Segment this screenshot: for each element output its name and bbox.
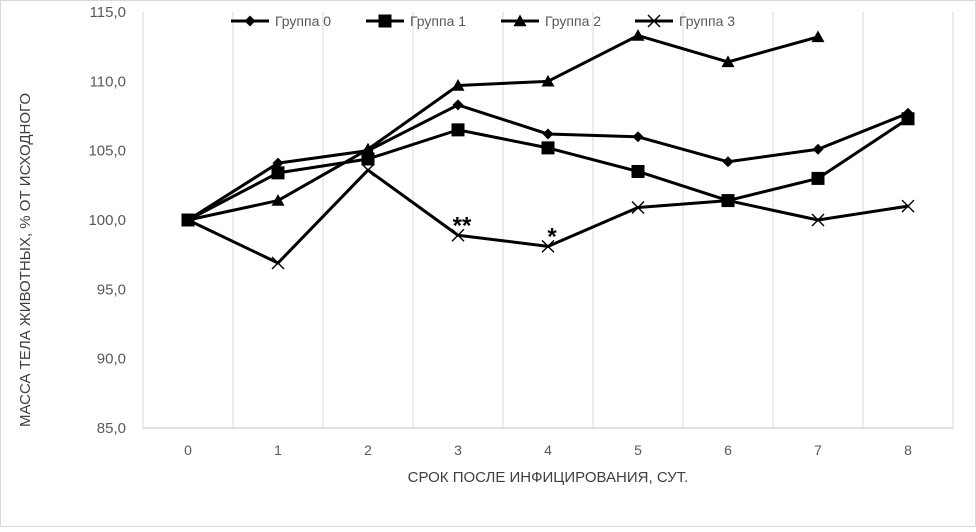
- data-point-triangle: [541, 74, 555, 87]
- x-tick-label: 8: [904, 442, 912, 458]
- series-3: [181, 163, 915, 270]
- x-tick-label: 7: [814, 442, 822, 458]
- legend-label: Группа 1: [410, 13, 466, 29]
- y-tick-labels: 85,0 90,0 95,0 100,0 105,0 110,0 115,0: [88, 4, 126, 437]
- series-group: [181, 29, 915, 270]
- x-tick-label: 5: [634, 442, 642, 458]
- data-point-square: [811, 171, 825, 185]
- y-tick-label: 115,0: [90, 4, 126, 21]
- data-point-x: [541, 239, 555, 253]
- data-point-square: [271, 166, 285, 180]
- data-point-square: [541, 141, 555, 155]
- x-tick-label: 3: [454, 442, 462, 458]
- annotations: ** *: [453, 212, 558, 250]
- y-tick-label: 85,0: [97, 420, 126, 437]
- data-point-diamond: [812, 143, 824, 155]
- series-2: [181, 29, 825, 226]
- series-line: [187, 34, 819, 222]
- x-tick-label: 4: [544, 442, 552, 458]
- data-point-diamond: [722, 156, 734, 168]
- data-point-square: [451, 123, 465, 137]
- data-point-triangle: [271, 194, 285, 206]
- series-1: [181, 112, 915, 227]
- data-point-x: [631, 201, 645, 215]
- data-point-diamond: [632, 131, 644, 143]
- data-point-x: [721, 194, 735, 208]
- legend-item: Группа 2: [501, 13, 601, 29]
- x-tick-labels: 0 1 2 3 4 5 6 7 8: [184, 442, 912, 458]
- data-point-triangle: [811, 30, 825, 43]
- legend-marker-triangle: [513, 14, 527, 27]
- data-point-x: [451, 228, 465, 242]
- data-point-x: [181, 213, 195, 227]
- data-point-triangle: [361, 142, 375, 155]
- data-point-square: [361, 152, 375, 166]
- x-tick-label: 2: [364, 442, 372, 458]
- x-axis-title: СРОК ПОСЛЕ ИНФИЦИРОВАНИЯ, СУТ.: [408, 469, 689, 486]
- y-axis-title: МАССА ТЕЛА ЖИВОТНЫХ, % ОТ ИСХОДНОГО: [17, 93, 34, 427]
- data-point-triangle: [721, 55, 735, 68]
- data-point-square: [631, 164, 645, 178]
- data-point-diamond: [272, 157, 284, 169]
- y-tick-label: 105,0: [88, 143, 126, 160]
- y-tick-label: 95,0: [97, 281, 126, 298]
- legend-marker-diamond: [244, 15, 256, 27]
- data-point-square: [901, 112, 915, 126]
- significance-mark: *: [547, 223, 557, 250]
- data-point-x: [361, 163, 375, 177]
- legend-label: Группа 0: [275, 13, 331, 29]
- grid-lines: [142, 12, 954, 428]
- legend: Группа 0 Группа 1 Группа 2 Группа 3: [231, 13, 735, 29]
- data-point-diamond: [452, 99, 464, 111]
- data-point-x: [271, 256, 285, 270]
- data-point-triangle: [631, 29, 645, 41]
- legend-marker-square: [378, 14, 392, 28]
- data-point-diamond: [542, 128, 554, 140]
- y-tick-label: 90,0: [97, 351, 126, 368]
- x-tick-label: 1: [274, 442, 282, 458]
- data-point-triangle: [451, 78, 465, 91]
- legend-item: Группа 1: [366, 13, 466, 29]
- data-point-x: [901, 199, 915, 213]
- data-point-x: [811, 213, 825, 227]
- legend-marker-x: [647, 14, 661, 28]
- significance-mark: **: [453, 212, 472, 239]
- legend-item: Группа 0: [231, 13, 331, 29]
- x-tick-label: 6: [724, 442, 732, 458]
- y-tick-label: 100,0: [88, 212, 126, 229]
- legend-label: Группа 3: [679, 13, 735, 29]
- x-tick-label: 0: [184, 442, 192, 458]
- legend-item: Группа 3: [635, 13, 735, 29]
- legend-label: Группа 2: [545, 13, 601, 29]
- y-tick-label: 110,0: [90, 73, 126, 90]
